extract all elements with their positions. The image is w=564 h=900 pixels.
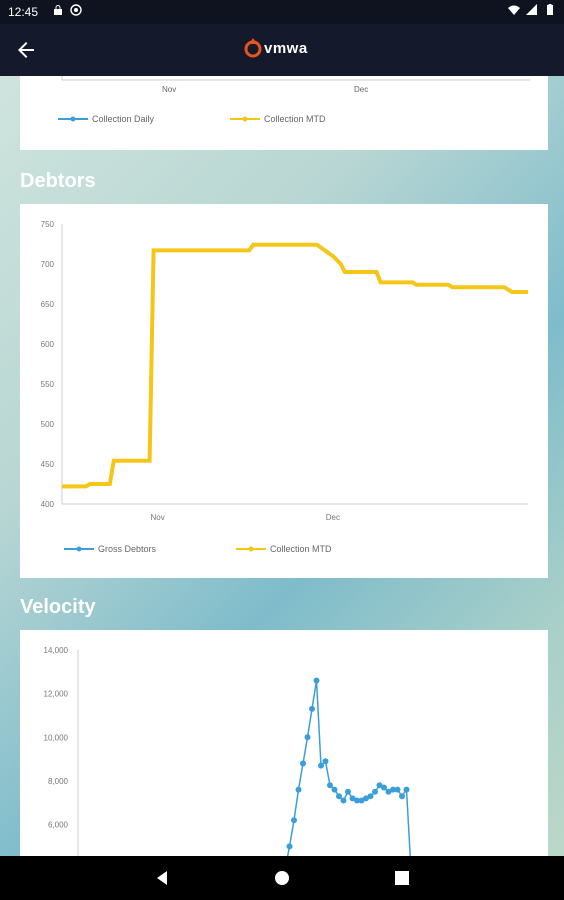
- velocity-point: [291, 817, 297, 824]
- legend-line-blue-icon: [58, 116, 88, 122]
- velocity-point: [367, 793, 374, 800]
- velocity-point: [358, 797, 365, 804]
- y-tick-label: 12,000: [44, 690, 69, 699]
- velocity-point: [304, 734, 311, 741]
- velocity-point: [295, 786, 302, 793]
- legend-line-yellow-icon: [236, 546, 266, 552]
- y-tick-label: 550: [41, 380, 55, 389]
- x-tick-label: Nov: [150, 513, 164, 522]
- legend-label: Gross Debtors: [98, 544, 157, 554]
- nav-home-icon[interactable]: [272, 868, 292, 888]
- y-tick-label: 400: [41, 500, 55, 509]
- velocity-point: [331, 786, 338, 793]
- velocity-point: [309, 705, 315, 712]
- velocity-point: [322, 758, 329, 765]
- velocity-point: [354, 797, 360, 804]
- debtors-chart: 400 450 500 550 600 650 700 750 Nov Dec: [41, 220, 528, 522]
- series-line-collection-mtd: [62, 242, 528, 489]
- back-arrow-icon[interactable]: [14, 38, 38, 62]
- debtors-chart-card: 400 450 500 550 600 650 700 750 Nov Dec Gross Deb…: [20, 204, 548, 578]
- logo-text: vmwa: [264, 39, 308, 57]
- legend-line-yellow-icon: [230, 116, 260, 122]
- velocity-point: [345, 788, 351, 795]
- y-tick-label: 600: [41, 340, 55, 349]
- y-tick-label: 750: [41, 220, 55, 229]
- velocity-point: [363, 795, 369, 802]
- system-nav-bar: [0, 856, 564, 900]
- y-tick-label: 6,000: [48, 821, 69, 830]
- section-title-velocity: Velocity: [20, 596, 96, 618]
- y-tick-label: 10,000: [44, 733, 69, 742]
- y-tick-label: 650: [41, 300, 55, 309]
- velocity-point: [385, 788, 392, 795]
- velocity-point: [394, 786, 401, 793]
- velocity-point: [376, 782, 383, 789]
- velocity-point: [336, 793, 342, 800]
- status-time: 12:45: [8, 5, 39, 19]
- y-tick-label: 500: [41, 420, 55, 429]
- velocity-point: [327, 782, 333, 789]
- legend-item: Collection MTD: [230, 114, 326, 124]
- signal-icon: [526, 4, 537, 15]
- legend-item: Collection Daily: [58, 114, 154, 124]
- app-bar: vmwa: [0, 24, 564, 76]
- y-tick-label: 700: [41, 260, 55, 269]
- velocity-point: [340, 797, 347, 804]
- logo-mark-icon: [244, 38, 262, 58]
- at-sign-icon: [70, 4, 82, 16]
- velocity-line: [286, 680, 411, 856]
- collection-chart-card: Nov Dec Collection Daily Collection MTD: [20, 76, 548, 150]
- velocity-point: [318, 762, 324, 769]
- app-logo: vmwa: [244, 38, 308, 58]
- series-line-gross-debtors: [62, 243, 528, 488]
- velocity-point: [381, 784, 387, 791]
- velocity-point: [286, 843, 293, 850]
- y-tick-label: 450: [41, 460, 55, 469]
- x-tick-label: Nov: [162, 85, 176, 94]
- velocity-point: [313, 677, 320, 684]
- collection-chart: Nov Dec: [61, 76, 530, 94]
- legend-item: Gross Debtors: [64, 544, 156, 554]
- nav-recents-icon[interactable]: [392, 868, 412, 888]
- y-tick-label: 8,000: [48, 777, 69, 786]
- velocity-point: [403, 786, 410, 793]
- velocity-point: [300, 760, 306, 767]
- battery-icon: [547, 4, 553, 15]
- velocity-point: [372, 788, 378, 795]
- lock-icon: [54, 5, 62, 15]
- section-title-debtors: Debtors: [20, 170, 96, 192]
- legend-item: Collection MTD: [236, 544, 332, 554]
- velocity-point: [399, 793, 405, 800]
- status-bar: 12:45: [0, 0, 564, 24]
- wifi-icon: [508, 5, 520, 15]
- legend-label: Collection Daily: [92, 114, 155, 124]
- x-tick-label: Dec: [354, 85, 368, 94]
- legend-label: Collection MTD: [270, 544, 332, 554]
- nav-back-icon[interactable]: [152, 868, 172, 888]
- velocity-point: [349, 795, 356, 802]
- y-tick-label: 14,000: [44, 646, 69, 655]
- legend-label: Collection MTD: [264, 114, 326, 124]
- legend-line-blue-icon: [64, 546, 94, 552]
- x-tick-label: Dec: [326, 513, 340, 522]
- dashboard-content[interactable]: Nov Dec Collection Daily Collection MTD …: [0, 76, 564, 856]
- velocity-point: [390, 786, 396, 793]
